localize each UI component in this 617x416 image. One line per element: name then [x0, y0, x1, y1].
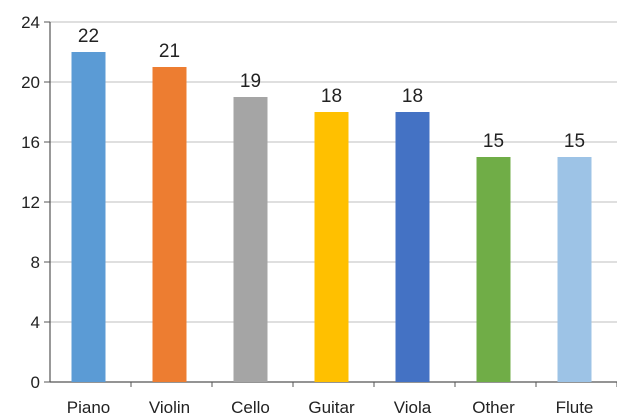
axes: 0 4 8 12 16 20 24: [21, 13, 617, 392]
x-tick-label: Other: [472, 398, 515, 416]
y-tick-label: 12: [21, 193, 40, 212]
data-label: 15: [564, 131, 585, 152]
x-tick-label: Viola: [394, 398, 432, 416]
bar-piano: [71, 52, 106, 382]
bars: [71, 52, 592, 382]
data-label: 18: [321, 86, 342, 107]
bar-violin: [152, 67, 187, 382]
data-label: 21: [159, 41, 180, 62]
y-tick-label: 4: [31, 313, 40, 332]
labels: 22 Piano 21 Violin 19 Cello 18 Guitar 18 Viola 15 O…: [67, 26, 594, 416]
x-tick-label: Violin: [149, 398, 190, 416]
y-tick-label: 16: [21, 133, 40, 152]
bar-viola: [395, 112, 430, 382]
data-label: 18: [402, 86, 423, 107]
y-tick-label: 20: [21, 73, 40, 92]
bar-cello: [233, 97, 268, 382]
x-tick-label: Flute: [556, 398, 594, 416]
data-label: 19: [240, 71, 261, 92]
x-tick-label: Cello: [231, 398, 270, 416]
y-tick-label: 24: [21, 13, 40, 32]
y-tick-label: 0: [31, 373, 40, 392]
bar-flute: [557, 157, 592, 382]
data-label: 15: [483, 131, 504, 152]
data-label: 22: [78, 26, 99, 47]
y-tick-label: 8: [31, 253, 40, 272]
bar-other: [476, 157, 511, 382]
bar-guitar: [314, 112, 349, 382]
x-tick-label: Piano: [67, 398, 110, 416]
x-tick-label: Guitar: [308, 398, 355, 416]
